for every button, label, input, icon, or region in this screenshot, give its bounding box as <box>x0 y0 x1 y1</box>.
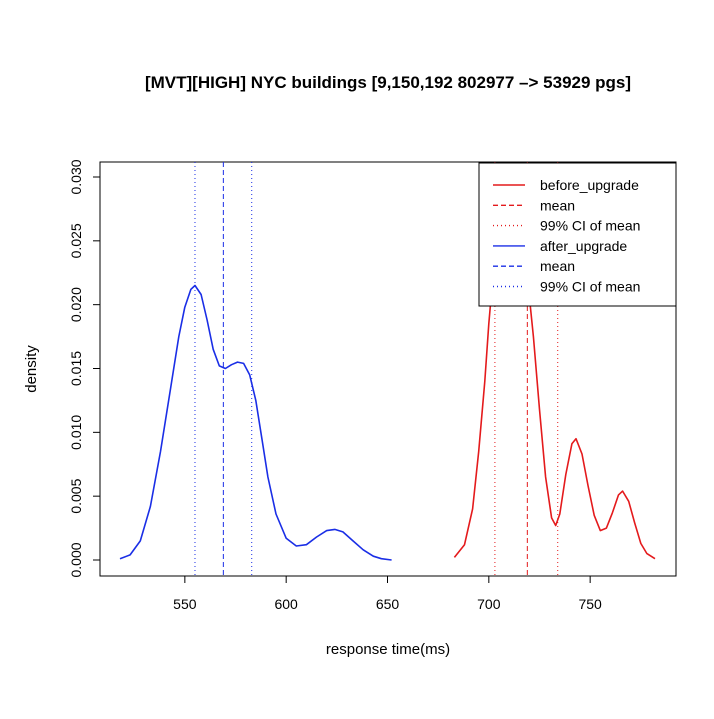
y-axis-label: density <box>23 345 40 393</box>
legend-label-4: mean <box>540 258 575 274</box>
legend-label-3: after_upgrade <box>540 238 627 254</box>
y-tick-label-1: 0.005 <box>68 478 84 513</box>
legend-box <box>478 162 677 307</box>
y-tick-label-0: 0.000 <box>68 542 84 577</box>
x-tick-label-750: 750 <box>578 596 602 612</box>
x-tick-label-600: 600 <box>274 596 298 612</box>
axes: 550 600 650 700 750 0.000 0.005 0.010 0.015 0.020… <box>68 159 602 612</box>
chart-title: [MVT][HIGH] NYC buildings [9,150,192 802… <box>145 73 631 92</box>
y-tick-label-5: 0.025 <box>68 223 84 258</box>
y-tick-label-2: 0.010 <box>68 415 84 450</box>
y-tick-label-6: 0.030 <box>68 159 84 194</box>
x-tick-label-700: 700 <box>477 596 501 612</box>
density-curve-after_upgrade <box>119 284 392 561</box>
y-tick-label-3: 0.015 <box>68 351 84 386</box>
legend-label-0: before_upgrade <box>540 177 639 193</box>
y-tick-label-4: 0.020 <box>68 287 84 322</box>
legend-label-2: 99% CI of mean <box>540 218 640 234</box>
legend-label-5: 99% CI of mean <box>540 279 640 295</box>
x-axis-label: response time(ms) <box>326 641 450 658</box>
x-tick-label-550: 550 <box>173 596 197 612</box>
legend-label-1: mean <box>540 197 575 213</box>
x-tick-label-650: 650 <box>376 596 400 612</box>
